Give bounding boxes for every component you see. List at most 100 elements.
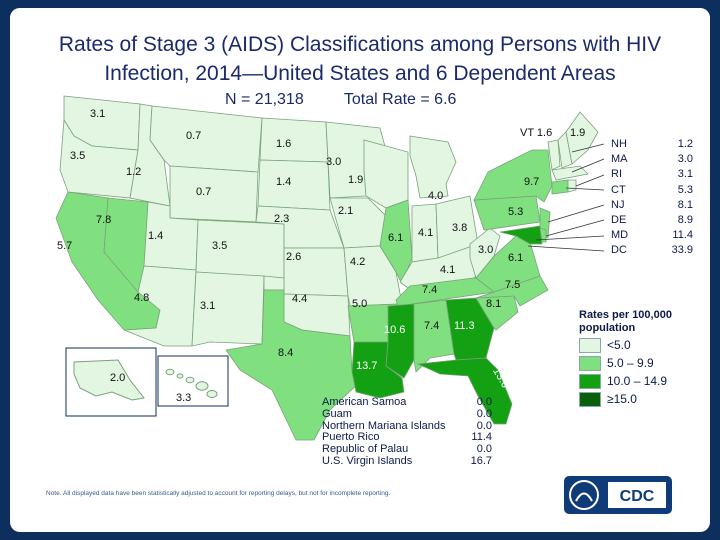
callout-leader-line (527, 245, 605, 252)
title-banner (10, 8, 710, 96)
state-wy (169, 165, 259, 223)
legend-item: <5.0 (579, 337, 699, 353)
rate-label-pa: 5.3 (508, 206, 524, 218)
callout-rate: 8.9 (677, 213, 693, 226)
callout-state: NJ (611, 198, 625, 211)
rate-label-sc: 8.1 (486, 298, 502, 310)
area-rate: 0.0 (476, 396, 492, 408)
area-rate: 0.0 (476, 443, 492, 456)
callout-rate: 33.9 (671, 244, 693, 257)
legend-item: 5.0 – 9.9 (579, 355, 699, 371)
rate-label-az: 4.8 (134, 292, 150, 304)
dependent-area-row: Puerto Rico 11.4 (322, 432, 492, 444)
rate-label-ut: 1.4 (148, 230, 164, 242)
legend-label: ≥15.0 (607, 392, 637, 406)
callout-rate: 1.2 (677, 138, 693, 150)
area-name: Northern Mariana Islands (322, 419, 446, 432)
legend-swatch (579, 373, 601, 389)
legend-swatch (579, 355, 601, 371)
callout-row-nh: NH 1.2 (611, 138, 693, 153)
state-nd (259, 117, 329, 163)
state-nm (191, 271, 265, 347)
callout-state: DE (611, 213, 627, 226)
hawaii-island (185, 376, 195, 384)
callout-rate: 3.1 (677, 168, 693, 181)
rate-label-nc: 7.5 (505, 279, 521, 291)
area-name: Republic of Palau (322, 443, 409, 456)
callout-leader-line (547, 204, 605, 223)
legend-label: 10.0 – 14.9 (607, 374, 668, 388)
hawaii-island (176, 373, 184, 379)
state-ms (385, 303, 415, 379)
legend-title: Rates per 100,000 population (579, 309, 672, 334)
callout-row-nj: NJ 8.1 (611, 199, 693, 214)
rate-label-tn: 7.4 (422, 284, 438, 296)
rate-label-hi: 3.3 (176, 392, 192, 404)
rate-label-sd: 1.4 (276, 176, 292, 188)
area-rate: 0.0 (476, 419, 492, 432)
rate-label-oh: 3.8 (452, 222, 468, 234)
state-vt (547, 139, 561, 171)
rate-label-la: 13.7 (356, 360, 378, 372)
state-mt (149, 105, 263, 173)
rate-label-wv: 3.0 (478, 244, 494, 256)
state-pa (473, 195, 541, 231)
callout-rate: 3.0 (677, 153, 693, 166)
rate-label-mo: 4.2 (350, 256, 366, 268)
area-name: American Samoa (322, 396, 407, 408)
rate-label-tx: 8.4 (278, 347, 294, 359)
rate-label-ny: 9.7 (524, 176, 540, 188)
callout-row-md: MD 11.4 (611, 229, 693, 244)
callout-row-ma: MA 3.0 (611, 153, 693, 168)
hawaii-island (195, 381, 209, 391)
legend-item: 10.0 – 14.9 (579, 373, 699, 389)
state-co (195, 219, 285, 279)
callout-leader-line (575, 174, 605, 187)
callout-state: RI (611, 168, 622, 181)
callout-rate: 11.4 (672, 229, 693, 242)
legend-label: <5.0 (607, 338, 631, 352)
state-de (539, 227, 547, 243)
rate-label-me: 1.9 (570, 127, 586, 139)
footnote: Note. All displayed data have been stati… (46, 490, 391, 497)
rate-label-il: 6.1 (388, 232, 404, 244)
rate-label-vt: VT 1.6 (520, 127, 553, 139)
rate-label-wi: 1.9 (348, 174, 364, 186)
hawaii-island (206, 390, 218, 398)
rate-label-ar: 5.0 (352, 298, 368, 310)
rate-label-ia: 2.1 (338, 205, 354, 217)
state-mi (409, 135, 457, 199)
hawaii-island (165, 368, 175, 376)
rate-label-mi: 4.0 (428, 190, 444, 202)
svg-text:CDC: CDC (620, 488, 655, 505)
state-fl (416, 357, 513, 425)
state-me (565, 111, 599, 165)
rate-label-nv: 7.8 (96, 214, 112, 226)
area-name: Guam (322, 407, 352, 420)
rate-label-ga: 11.3 (454, 320, 475, 332)
state-md (499, 225, 543, 245)
callout-rate: 5.3 (677, 183, 693, 196)
rate-label-nm: 3.1 (200, 300, 216, 312)
rate-label-wy: 0.7 (196, 186, 212, 198)
rate-label-in: 4.1 (418, 227, 434, 239)
rate-label-mt: 0.7 (186, 130, 202, 142)
cdc-hhs-logo: CDC (562, 474, 674, 516)
callout-state: DC (611, 244, 627, 257)
dependent-area-row: American Samoa 0.0 (322, 396, 492, 409)
summary-line: N = 21,318 Total Rate = 6.6 (225, 91, 492, 109)
state-ny (473, 149, 553, 203)
legend: Rates per 100,000 population <5.0 5.0 – 9… (579, 309, 699, 407)
rate-label-id: 1.2 (126, 166, 142, 178)
n-total: N = 21,318 (225, 91, 304, 108)
rate-label-mn: 3.0 (326, 156, 342, 168)
callout-leader-line (565, 187, 605, 191)
state-tx (225, 289, 363, 441)
legend-label: 5.0 – 9.9 (607, 356, 654, 370)
slide-title: Rates of Stage 3 (AIDS) Classifications … (58, 33, 662, 85)
rate-label-wa: 3.1 (90, 108, 106, 120)
rate-label-ak: 2.0 (110, 372, 126, 384)
rate-label-ky: 4.1 (440, 264, 456, 276)
